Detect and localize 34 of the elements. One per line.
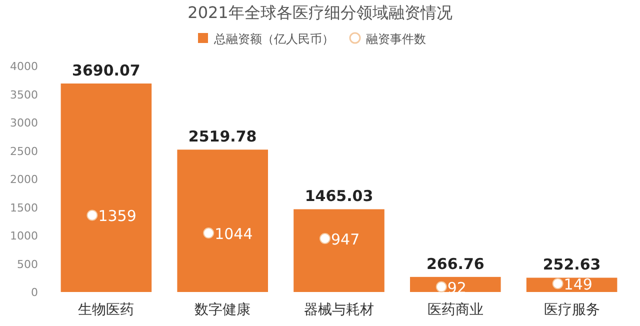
x-tick-label: 医药商业 bbox=[427, 302, 484, 318]
y-tick-label: 4000 bbox=[10, 60, 38, 73]
y-tick-label: 1000 bbox=[10, 230, 38, 242]
bar bbox=[177, 150, 268, 292]
point bbox=[552, 278, 564, 290]
data-label: 1465.03 bbox=[304, 187, 374, 206]
y-tick-label: 0 bbox=[31, 286, 38, 299]
data-label: 1044 bbox=[214, 225, 253, 244]
point bbox=[436, 281, 447, 292]
point bbox=[86, 210, 98, 221]
data-label: 149 bbox=[564, 276, 592, 294]
data-label: 2519.78 bbox=[188, 128, 257, 146]
data-label: 3690.07 bbox=[72, 62, 140, 80]
x-tick-label: 医疗服务 bbox=[544, 302, 600, 318]
y-tick-label: 3000 bbox=[10, 116, 38, 130]
data-label: 252.63 bbox=[542, 256, 601, 274]
bar bbox=[60, 84, 152, 292]
y-tick-label: 500 bbox=[17, 258, 38, 271]
x-tick-label: 数字健康 bbox=[194, 302, 251, 318]
y-tick-label: 2500 bbox=[10, 144, 38, 158]
data-label: 1359 bbox=[98, 207, 136, 226]
data-label: 947 bbox=[331, 230, 360, 248]
y-tick-label: 1500 bbox=[10, 201, 38, 214]
y-tick-label: 2000 bbox=[10, 173, 38, 186]
legend-label: 融资事件数 bbox=[366, 32, 426, 46]
legend-label: 总融资额（亿人民币） bbox=[213, 32, 334, 46]
chart-title: 2021年全球各医疗细分领域融资情况 bbox=[188, 3, 452, 22]
point bbox=[320, 232, 330, 244]
point bbox=[203, 228, 214, 239]
x-tick-label: 生物医药 bbox=[78, 302, 134, 318]
bar bbox=[294, 209, 384, 292]
x-tick-label: 器械与耗材 bbox=[304, 302, 374, 318]
y-tick-label: 3500 bbox=[10, 88, 38, 102]
data-label: 266.76 bbox=[426, 254, 484, 273]
